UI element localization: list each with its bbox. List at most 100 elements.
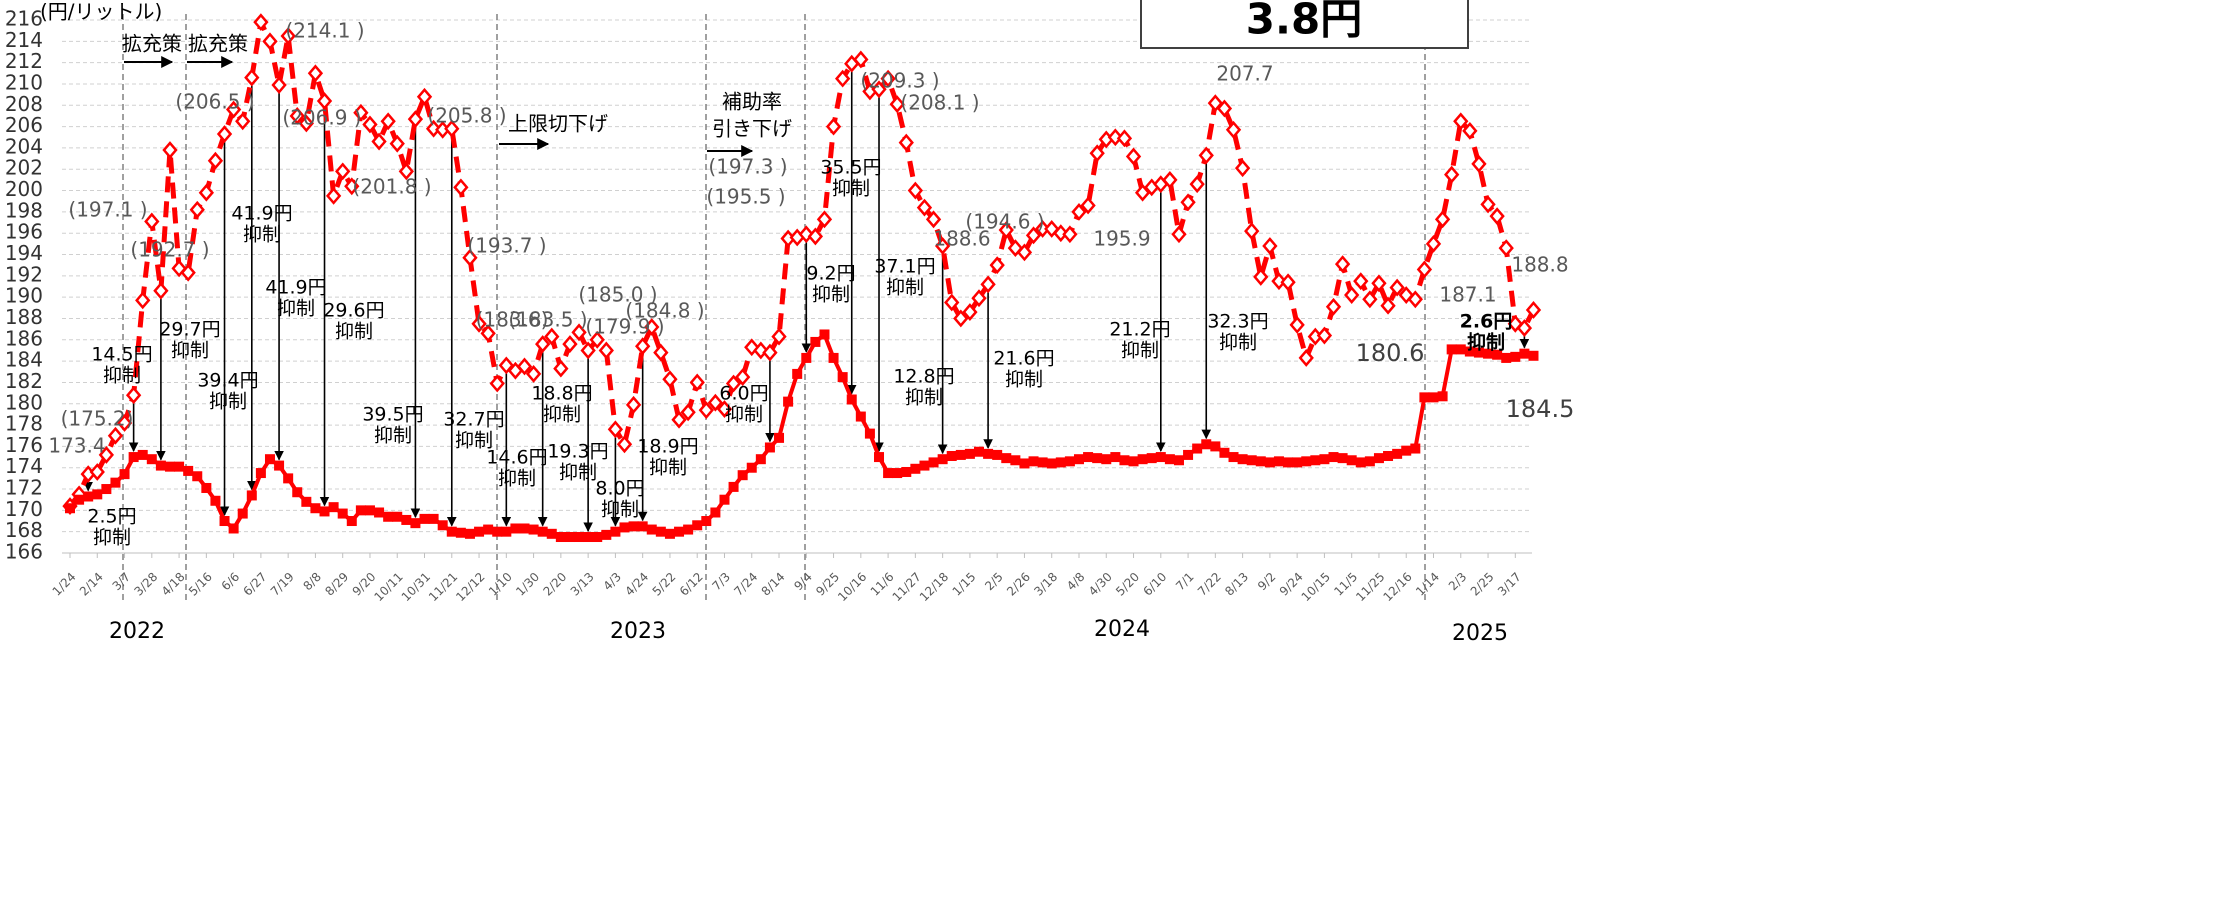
square-marker [219, 516, 230, 527]
event-label: 上限切下げ [508, 112, 608, 136]
diamond-marker [944, 293, 960, 312]
x-tick-label: 3/28 [131, 570, 160, 599]
diamond-marker [698, 401, 714, 420]
subsidy-label: 抑制 [832, 178, 870, 200]
square-marker [946, 450, 957, 461]
diamond-marker [1407, 290, 1423, 309]
square-marker [437, 520, 448, 531]
square-marker [1228, 452, 1239, 463]
diamond-marker [1180, 193, 1196, 212]
subsidy-label: 29.6円 [323, 300, 384, 322]
square-marker [1037, 457, 1048, 468]
diamond-marker [1462, 121, 1478, 140]
diamond-marker [762, 343, 778, 362]
price-label: (193.7 ) [467, 234, 546, 258]
series-line [68, 332, 1534, 540]
price-label: 184.5 [1506, 395, 1575, 423]
year-label: 2022 [109, 619, 165, 644]
square-marker [1492, 349, 1503, 360]
diamond-marker [889, 95, 905, 114]
square-marker [555, 532, 566, 543]
subsidy-label: 抑制 [905, 387, 943, 409]
y-tick-label: 176 [5, 433, 43, 457]
diamond-marker [598, 341, 614, 360]
year-label: 2024 [1094, 617, 1150, 642]
x-tick-label: 11/27 [890, 570, 924, 604]
price-label: (175.2) [61, 407, 134, 431]
subsidy-label: 18.9円 [637, 436, 698, 458]
diamond-marker [462, 248, 478, 267]
price-label: 207.7 [1216, 62, 1273, 86]
diamond-marker [1280, 273, 1296, 292]
diamond-marker [580, 341, 596, 360]
square-marker [501, 526, 512, 537]
diamond-marker [653, 343, 669, 362]
diamond-marker [880, 69, 896, 88]
subsidy-label: 抑制 [455, 430, 493, 452]
square-marker [1383, 450, 1394, 461]
diamond-marker [1316, 326, 1333, 345]
subsidy-label: 抑制 [243, 224, 281, 246]
price-label: (197.1 ) [68, 198, 147, 222]
square-marker [428, 513, 439, 524]
diamond-marker [1298, 349, 1314, 367]
x-tick-label: 8/14 [759, 570, 788, 599]
diamond-marker [471, 314, 487, 333]
square-marker [483, 524, 494, 535]
square-marker [346, 516, 357, 527]
diamond-marker [498, 356, 514, 375]
x-tick-label: 8/29 [322, 570, 351, 599]
diamond-marker [180, 263, 196, 282]
subsidy-label: 抑制 [1121, 340, 1159, 362]
x-tick-label: 8/8 [300, 570, 324, 594]
square-marker [701, 516, 712, 527]
square-marker [1319, 454, 1330, 465]
diamond-marker [1289, 315, 1305, 334]
square-marker [683, 524, 694, 535]
diamond-marker [189, 200, 205, 219]
diamond-marker [1334, 255, 1351, 274]
diamond-marker [735, 368, 751, 387]
x-tick-label: 10/16 [835, 570, 869, 604]
subsidy-label: 12.8円 [893, 366, 954, 388]
diamond-marker [644, 318, 660, 336]
square-marker [1519, 348, 1530, 359]
square-marker [883, 468, 894, 479]
square-marker [83, 491, 94, 502]
diamond-marker [1062, 225, 1078, 244]
diamond-marker [116, 414, 133, 432]
subsidy-label: 抑制 [103, 365, 141, 387]
diamond-marker [89, 463, 105, 481]
square-marker [128, 452, 139, 463]
diamond-marker [1516, 319, 1533, 337]
square-marker [164, 461, 175, 472]
square-marker [719, 494, 730, 505]
diamond-marker [998, 221, 1014, 239]
square-marker [119, 469, 130, 480]
square-marker [564, 532, 575, 543]
diamond-marker [1271, 272, 1287, 291]
square-marker [1510, 351, 1521, 362]
square-marker [983, 448, 994, 459]
x-tick-label: 5/16 [186, 570, 215, 599]
diamond-marker [335, 162, 351, 181]
square-marker [928, 457, 939, 468]
diamond-marker [589, 330, 605, 349]
square-marker [1273, 456, 1284, 467]
square-marker [1128, 456, 1139, 467]
x-tick-label: 7/22 [1195, 570, 1224, 599]
diamond-marker [371, 132, 387, 151]
square-marker [819, 329, 830, 340]
square-marker [755, 454, 766, 465]
diamond-marker [635, 337, 651, 356]
y-tick-label: 192 [5, 262, 43, 286]
subsidy-label: 41.9円 [231, 203, 292, 225]
square-marker [601, 529, 612, 540]
subsidy-label: 18.8円 [531, 383, 592, 405]
subsidy-label: 35.5円 [820, 157, 881, 179]
square-marker [864, 428, 875, 439]
diamond-marker [1425, 234, 1442, 253]
x-tick-label: 9/2 [1255, 570, 1279, 594]
diamond-marker [689, 373, 705, 392]
square-marker [283, 473, 294, 484]
